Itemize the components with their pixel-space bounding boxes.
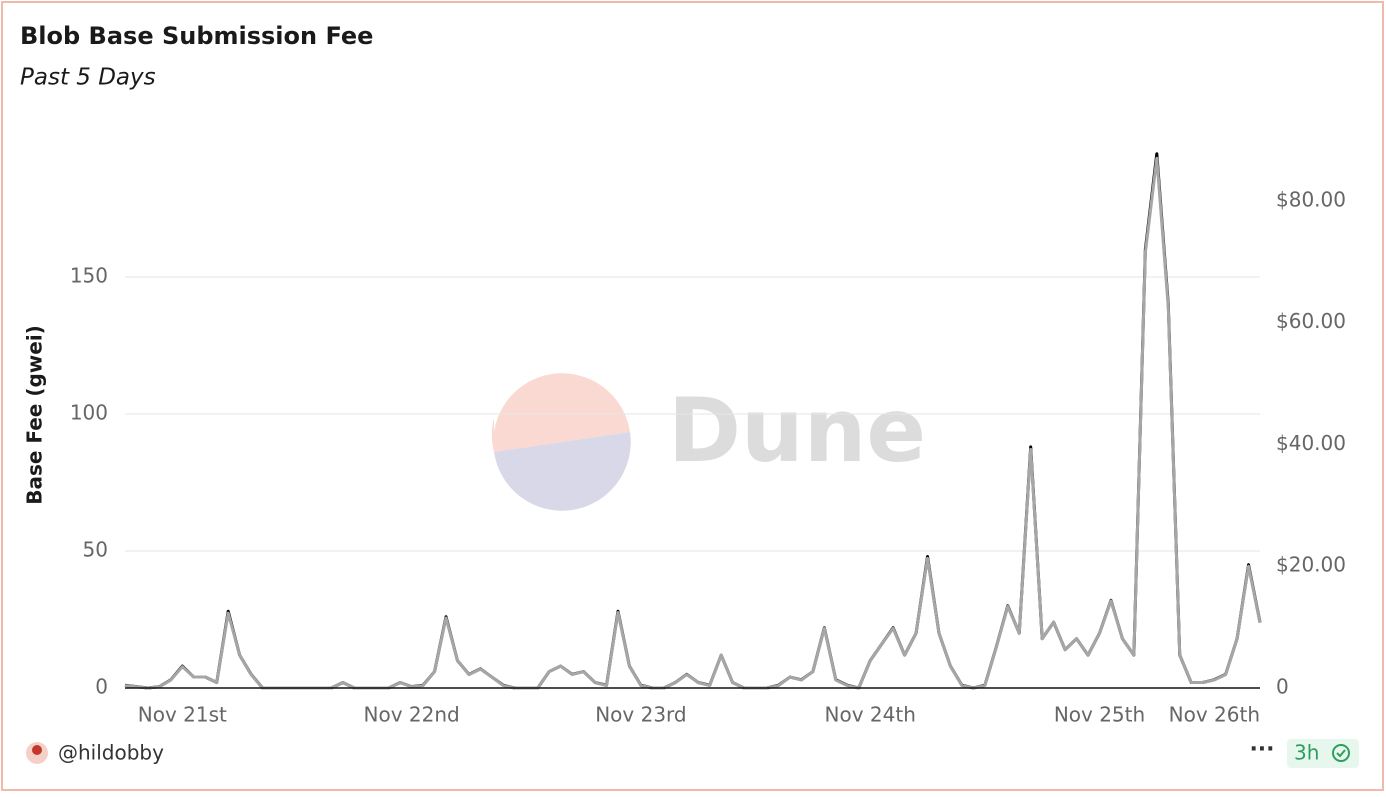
x-tick-label: Nov 26th <box>1169 703 1260 727</box>
author[interactable]: @hildobby <box>58 741 164 765</box>
y2-tick-label: $80.00 <box>1276 187 1346 211</box>
y-tick-label: 0 <box>95 675 108 699</box>
age: 3h <box>1294 741 1319 765</box>
more-menu[interactable]: ··· <box>1249 737 1274 762</box>
x-tick-label: Nov 25th <box>1054 703 1145 727</box>
avatar-detail <box>32 745 42 755</box>
y2-tick-label: $20.00 <box>1276 553 1346 577</box>
x-tick-label: Nov 21st <box>138 703 227 727</box>
y-tick-label: 150 <box>70 264 108 288</box>
y2-tick-label: $60.00 <box>1276 309 1346 333</box>
x-tick-label: Nov 22nd <box>364 703 460 727</box>
watermark: Dune <box>668 379 926 482</box>
x-tick-label: Nov 23rd <box>595 703 686 727</box>
verified-icon <box>1332 744 1350 762</box>
y-axis-label: Base Fee (gwei) <box>23 325 47 505</box>
chart-title: Blob Base Submission Fee <box>20 22 373 50</box>
watermark-logo <box>491 373 631 511</box>
y2-tick-label: 0 <box>1276 675 1289 699</box>
verified-check <box>1336 749 1346 758</box>
y2-tick-label: $40.00 <box>1276 431 1346 455</box>
y-tick-label: 50 <box>83 538 108 562</box>
x-tick-label: Nov 24th <box>825 703 916 727</box>
chart-subtitle: Past 5 Days <box>20 65 156 91</box>
y-tick-label: 100 <box>70 401 108 425</box>
